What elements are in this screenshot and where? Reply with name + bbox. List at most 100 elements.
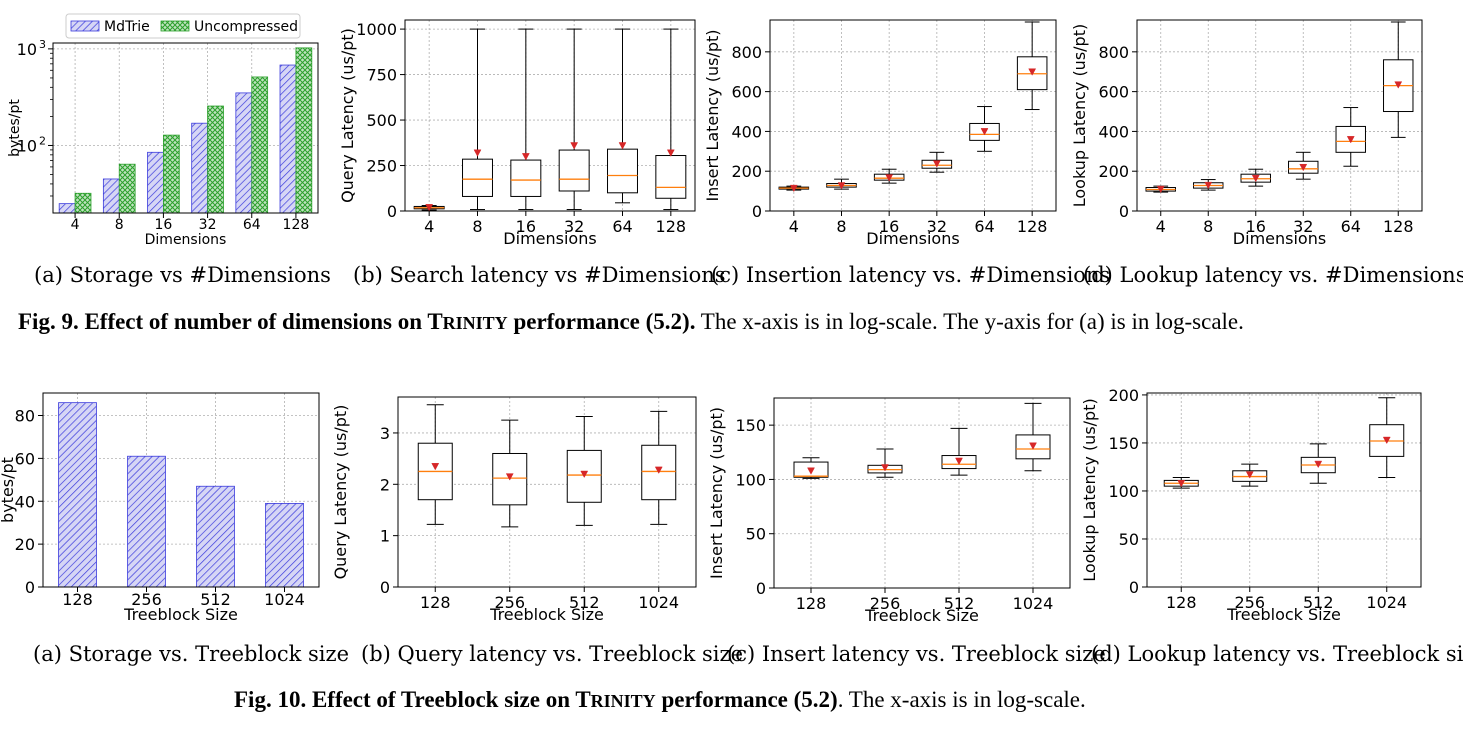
iqr-box [462,158,493,197]
caption-fig9c: (c) Insertion latency vs. #Dimensions [711,263,1111,287]
fig9c-ytick-label-1: 200 [731,162,762,181]
fig9b-xtick-label-0: 4 [424,217,434,236]
fig9d-xtick-label-4: 64 [1341,217,1361,236]
fig10b-ytick-label-0: 0 [380,578,390,597]
fig10d-ytick-label-4: 200 [1108,386,1139,405]
fig10d-ytick-label-2: 100 [1108,482,1139,501]
fig9b-ytick-label-2: 500 [366,111,397,130]
caption-fig10b: (b) Query latency vs. Treeblock size [361,642,744,666]
fig9a-xtick-label-0: 4 [71,217,80,233]
mean-marker [1177,480,1186,488]
fig10b-xtick-label-0: 128 [420,593,451,612]
fig9b-xtick-label-5: 128 [656,217,687,236]
fig10a-frame [42,392,320,588]
fig9c-xtick-label-0: 4 [789,217,799,236]
legend-swatch-mdtrie [70,20,100,32]
fig10a-xtick-label-3: 1024 [264,590,305,609]
fig10a-ytick-label-2: 40 [15,492,35,511]
fig9d-box-5 [1383,21,1414,138]
iqr-box [1335,125,1366,153]
mean-marker [1299,163,1308,172]
fig9d-ytick-label-3: 600 [1098,83,1129,102]
fig9c-box-3 [921,151,953,173]
fig9a-bar-mdtrie-8 [102,178,120,214]
fig10a-bar-256 [127,455,166,588]
mean-marker [570,142,579,150]
legend-label-uncompressed: Uncompressed [194,19,298,35]
caption-fig9b: (b) Search latency vs #Dimensions [353,263,726,287]
fig9b-chart: 0 250 500 750 1000 4 8 16 32 64 128 Dimensions Query… [338,19,696,248]
mean-marker [1382,436,1391,445]
fig9c-ytick-label-4: 800 [731,43,762,62]
fig10b-chart: 0 1 2 3 128 256 512 1024 Treeblock Size Query Lat… [331,396,697,624]
fig10d-ytick-label-3: 150 [1108,434,1139,453]
mean-marker [837,182,846,190]
fig9a-xtick-label-1: 8 [115,217,124,233]
fig10c-ytick-label-0: 0 [756,579,766,598]
fig10-caption-bold-tail: performance (5.2) [655,687,838,712]
fig10c-ytick-label-2: 100 [735,470,766,489]
fig10b-xlabel: Treeblock Size [489,605,604,624]
fig10c-xlabel: Treeblock Size [864,606,979,625]
fig9a-ytick-label-0: 10 [17,136,37,155]
fig9c-ytick-label-2: 400 [731,122,762,141]
fig10d-ytick-label-1: 50 [1119,530,1139,549]
fig9b-box-2 [510,28,542,211]
fig9a-xtick-label-2: 16 [155,217,173,233]
fig10c-xtick-label-0: 128 [796,594,827,613]
fig10d-xtick-label-0: 128 [1166,593,1197,612]
fig10c-frame [773,397,1071,589]
fig9a-ytick-exp-1: 3 [39,38,46,51]
fig10b-ylabel: Query Latency (us/pt) [331,405,350,580]
fig10b-xtick-label-3: 1024 [638,593,679,612]
fig9b-box-0 [413,204,445,212]
fig9c-box-0 [778,184,810,193]
fig10a-bar-1024 [265,502,304,588]
fig9a-xlabel: Dimensions [145,232,227,248]
caption-fig10d: (d) Lookup latency vs. Treeblock size [1091,642,1463,666]
fig9d-xtick-label-2: 16 [1246,217,1266,236]
fig10d-xlabel: Treeblock Size [1226,605,1341,624]
mean-marker [618,142,627,150]
fig9d-box-0 [1145,185,1176,194]
mean-marker [1028,68,1037,76]
fig9d-xlabel: Dimensions [1233,229,1326,248]
mean-marker [789,184,798,193]
fig10c-ylabel: Insert Latency (us/pt) [707,407,726,579]
fig10-caption-name-first: T [575,687,591,712]
fig9c-xlabel: Dimensions [866,229,959,248]
mean-marker [807,467,815,475]
fig10-caption-tail: . The x-axis is in log-scale. [837,687,1086,712]
fig10a-ytick-label-0: 0 [25,578,35,597]
fig9b-ytick-label-1: 250 [366,157,397,176]
fig10-caption: Fig. 10. Effect of Treeblock size on TRI… [234,687,1086,713]
mean-marker [885,174,894,182]
fig9c-xtick-label-5: 128 [1017,217,1048,236]
fig9a-ytick-label-1: 10 [17,40,37,59]
mean-marker [505,473,514,481]
fig10b-box-1 [492,419,528,528]
fig9b-ytick-label-0: 0 [387,202,397,221]
fig10a-ylabel: bytes/pt [0,457,17,523]
fig10a-chart: 0 20 40 60 80 128 256 512 1024 Treeblock Size byte… [0,392,320,624]
fig9d-box-1 [1193,179,1224,191]
fig9d-ytick-label-0: 0 [1119,202,1129,221]
mean-marker [1029,442,1037,450]
fig9a-ytick-exp-0: 2 [39,134,46,147]
fig10d-box-0 [1163,477,1199,489]
fig9c-xtick-label-1: 8 [836,217,846,236]
fig9a-bar-uncompressed-64 [251,76,269,214]
fig9b-ytick-label-4: 1000 [356,20,397,39]
fig10a-xlabel: Treeblock Size [123,605,238,624]
fig10d-box-2 [1300,443,1336,484]
caption-fig10a: (a) Storage vs. Treeblock size [33,642,349,666]
mean-marker [431,463,440,471]
fig9a-xtick-label-3: 32 [199,217,217,233]
fig10a-ytick-label-3: 60 [15,449,35,468]
fig10b-ytick-label-1: 1 [380,527,390,546]
legend-swatch-uncompressed [160,20,190,32]
fig10a-ytick-label-1: 20 [15,535,35,554]
fig9-caption: Fig. 9. Effect of number of dimensions o… [18,309,1244,335]
